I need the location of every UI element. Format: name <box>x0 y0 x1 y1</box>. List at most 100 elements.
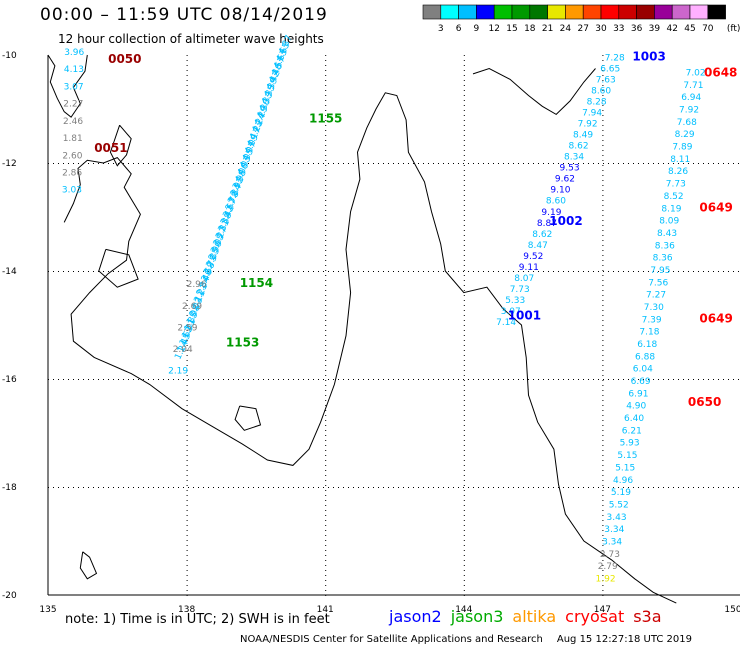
grid-dot <box>243 487 244 488</box>
grid-dot <box>325 150 327 151</box>
grid-dot <box>463 360 465 361</box>
grid-dot <box>308 163 309 164</box>
grid-dot <box>408 379 409 380</box>
footer: NOAA/NESDIS Center for Satellite Applica… <box>240 634 692 645</box>
grid-dot <box>325 565 327 566</box>
grid-dot <box>533 379 534 380</box>
grid-dot <box>186 110 188 111</box>
grid-dot <box>325 95 327 96</box>
grid-dot <box>538 487 539 488</box>
grid-dot <box>463 290 465 291</box>
grid-dot <box>68 379 69 380</box>
grid-dot <box>186 425 188 426</box>
grid-dot <box>158 271 159 272</box>
grid-dot <box>688 379 689 380</box>
grid-dot <box>568 487 569 488</box>
grid-dot <box>233 271 234 272</box>
jason2-value: 9.11 <box>519 263 539 273</box>
grid-dot <box>408 271 409 272</box>
s3a-value: 5.15 <box>615 463 635 473</box>
grid-dot <box>703 163 704 164</box>
grid-dot <box>458 379 459 380</box>
grid-dot <box>653 379 654 380</box>
grid-dot <box>602 55 604 56</box>
grid-dot <box>363 271 364 272</box>
grid-dot <box>53 379 54 380</box>
grid-dot <box>268 379 269 380</box>
grid-dot <box>398 487 399 488</box>
lon-label: 135 <box>39 605 56 615</box>
grid-dot <box>186 75 188 76</box>
grid-dot <box>186 170 188 171</box>
pass-time-label: 0051 <box>94 141 127 155</box>
grid-dot <box>186 315 188 316</box>
grid-dot <box>463 370 465 371</box>
s3a-value: 2.79 <box>598 562 618 572</box>
grid-dot <box>463 320 465 321</box>
grid-dot <box>325 215 327 216</box>
grid-dot <box>538 271 539 272</box>
grid-dot <box>325 340 327 341</box>
grid-dot <box>208 379 209 380</box>
grid-dot <box>186 370 188 371</box>
grid-dot <box>463 380 465 381</box>
grid-dot <box>463 240 465 241</box>
grid-dot <box>223 163 224 164</box>
grid-dot <box>503 487 504 488</box>
s3a-value: 8.09 <box>659 217 679 227</box>
grid-dot <box>103 379 104 380</box>
jason2-value: 6.65 <box>600 64 620 74</box>
grid-dot <box>738 163 739 164</box>
grid-dot <box>183 163 184 164</box>
grid-dot <box>368 379 369 380</box>
grid-dot <box>158 379 159 380</box>
s3a-value: 5.19 <box>611 488 631 498</box>
grid-dot <box>603 487 604 488</box>
grid-dot <box>325 225 327 226</box>
grid-dot <box>653 163 654 164</box>
jason2-value: 9.19 <box>541 208 561 218</box>
grid-dot <box>325 110 327 111</box>
grid-dot <box>453 163 454 164</box>
legend-swatch <box>707 4 726 20</box>
grid-dot <box>473 487 474 488</box>
grid-dot <box>418 487 419 488</box>
grid-dot <box>463 365 465 366</box>
grid-dot <box>683 271 684 272</box>
pass-time-label: 1002 <box>549 214 582 228</box>
grid-dot <box>258 487 259 488</box>
grid-dot <box>463 525 465 526</box>
s3a-value: 7.92 <box>679 106 699 116</box>
grid-dot <box>186 390 188 391</box>
grid-dot <box>602 320 604 321</box>
grid-dot <box>103 271 104 272</box>
grid-dot <box>108 379 109 380</box>
grid-dot <box>268 271 269 272</box>
s3a-value: 6.21 <box>622 426 642 436</box>
grid-dot <box>483 487 484 488</box>
grid-dot <box>188 379 189 380</box>
grid-dot <box>463 455 465 456</box>
grid-dot <box>602 445 604 446</box>
grid-dot <box>298 379 299 380</box>
grid-dot <box>448 271 449 272</box>
grid-dot <box>325 260 327 261</box>
jason2-value: 8.34 <box>564 153 584 163</box>
grid-dot <box>463 180 465 181</box>
grid-dot <box>186 60 188 61</box>
legend-tick: 6 <box>456 24 462 34</box>
grid-dot <box>186 395 188 396</box>
grid-dot <box>602 155 604 156</box>
grid-dot <box>313 379 314 380</box>
legend-tick: 39 <box>649 24 661 34</box>
grid-dot <box>398 379 399 380</box>
grid-dot <box>708 379 709 380</box>
grid-dot <box>118 487 119 488</box>
grid-dot <box>323 487 324 488</box>
grid-dot <box>602 365 604 366</box>
s3a-value: 3.43 <box>607 513 627 523</box>
grid-dot <box>123 379 124 380</box>
grid-dot <box>268 487 269 488</box>
grid-dot <box>488 487 489 488</box>
